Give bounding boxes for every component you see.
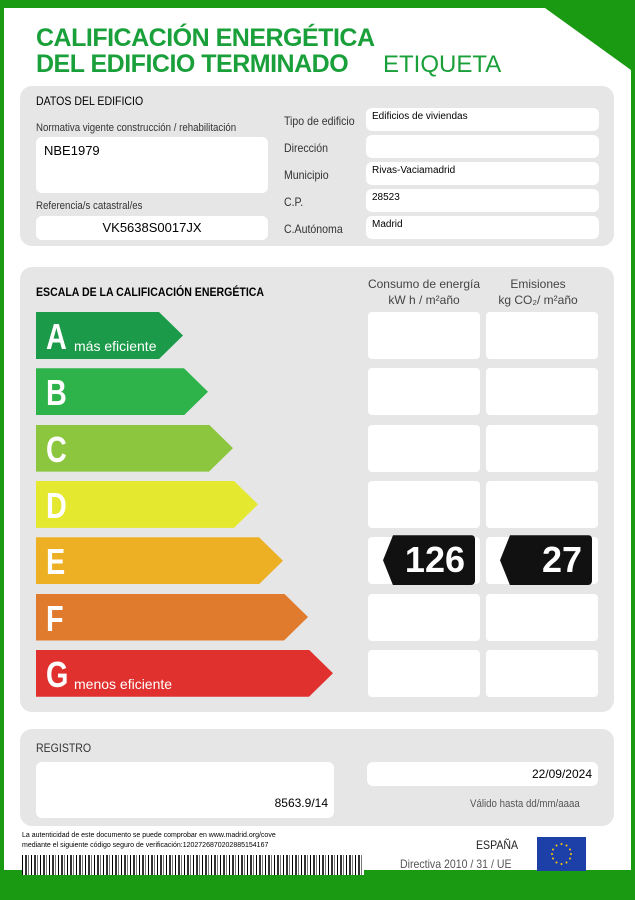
consumo-header: Consumo de energía kW h / m²año bbox=[364, 276, 484, 308]
field-value: Madrid bbox=[366, 216, 599, 239]
field-label: C.P. bbox=[284, 195, 304, 209]
eu-flag-icon bbox=[537, 837, 586, 871]
field-label: Dirección bbox=[284, 141, 329, 155]
emisiones-cell bbox=[486, 312, 598, 359]
field-value: Edificios de viviendas bbox=[366, 108, 599, 131]
field-value: Rivas-Vaciamadrid bbox=[366, 162, 599, 185]
emisiones-cell bbox=[486, 424, 598, 472]
registro-heading: REGISTRO bbox=[36, 741, 92, 755]
valido-hasta: Válido hasta dd/mm/aaaa bbox=[470, 798, 580, 810]
emisiones-header: Emisiones kg CO₂/ m²año bbox=[478, 276, 598, 308]
normativa-field: NBE1979 bbox=[36, 137, 268, 193]
field-value bbox=[366, 135, 599, 158]
field-label: C.Autónoma bbox=[284, 222, 343, 236]
title-line1: CALIFICACIÓN ENERGÉTICA bbox=[36, 24, 375, 52]
class-bar-c: C bbox=[36, 425, 233, 472]
datos-heading: DATOS DEL EDIFICIO bbox=[36, 94, 144, 108]
emisiones-cell bbox=[486, 649, 598, 697]
normativa-label: Normativa vigente construcción / rehabil… bbox=[36, 122, 237, 134]
class-sub: más eficiente bbox=[74, 338, 157, 354]
registro-fecha: 22/09/2024 bbox=[367, 762, 598, 786]
barcode bbox=[22, 855, 364, 875]
consumo-header-l2: kW h / m²año bbox=[388, 293, 460, 307]
class-bar-f: F bbox=[36, 594, 308, 641]
class-letter: G bbox=[46, 653, 69, 695]
emisiones-value: 27 bbox=[500, 535, 592, 586]
emisiones-cell bbox=[486, 368, 598, 416]
consumo-cell bbox=[368, 480, 480, 528]
class-letter: A bbox=[46, 316, 67, 357]
class-letter: F bbox=[46, 597, 64, 639]
consumo-cell bbox=[368, 649, 480, 697]
emisiones-header-l1: Emisiones bbox=[510, 277, 566, 291]
consumo-cell bbox=[368, 424, 480, 472]
etiqueta-label: ETIQUETA bbox=[383, 51, 502, 78]
escala-heading: ESCALA DE LA CALIFICACIÓN ENERGÉTICA bbox=[36, 285, 265, 299]
emisiones-header-l2: kg CO₂/ m²año bbox=[498, 293, 578, 307]
class-bar-d: D bbox=[36, 481, 258, 528]
emisiones-cell bbox=[486, 480, 598, 528]
consumo-cell bbox=[368, 312, 480, 359]
registro-numero: 8563.9/14 bbox=[36, 762, 334, 818]
referencia-label: Referencia/s catastral/es bbox=[36, 200, 143, 212]
footer-line2: mediante el siguiente código seguro de v… bbox=[22, 842, 269, 849]
field-label: Municipio bbox=[284, 168, 329, 182]
consumo-value: 126 bbox=[383, 535, 475, 586]
footer-line1: La autenticidad de este documento se pue… bbox=[22, 832, 276, 839]
class-sub: menos eficiente bbox=[74, 675, 173, 692]
class-letter: E bbox=[46, 541, 66, 583]
field-value: 28523 bbox=[366, 189, 599, 212]
field-label: Tipo de edificio bbox=[284, 114, 355, 128]
class-letter: C bbox=[46, 428, 67, 470]
class-bar-e: E bbox=[36, 537, 283, 584]
title-line2: DEL EDIFICIO TERMINADO bbox=[36, 50, 349, 78]
consumo-header-l1: Consumo de energía bbox=[367, 277, 481, 291]
class-letter: B bbox=[46, 372, 67, 414]
consumo-cell bbox=[368, 368, 480, 416]
emisiones-cell bbox=[486, 593, 598, 641]
country: ESPAÑA bbox=[476, 838, 519, 852]
class-letter: D bbox=[46, 484, 67, 526]
referencia-field: VK5638S0017JX bbox=[36, 216, 268, 240]
class-bar-b: B bbox=[36, 368, 208, 415]
consumo-cell bbox=[368, 593, 480, 641]
directiva: Directiva 2010 / 31 / UE bbox=[400, 857, 512, 871]
